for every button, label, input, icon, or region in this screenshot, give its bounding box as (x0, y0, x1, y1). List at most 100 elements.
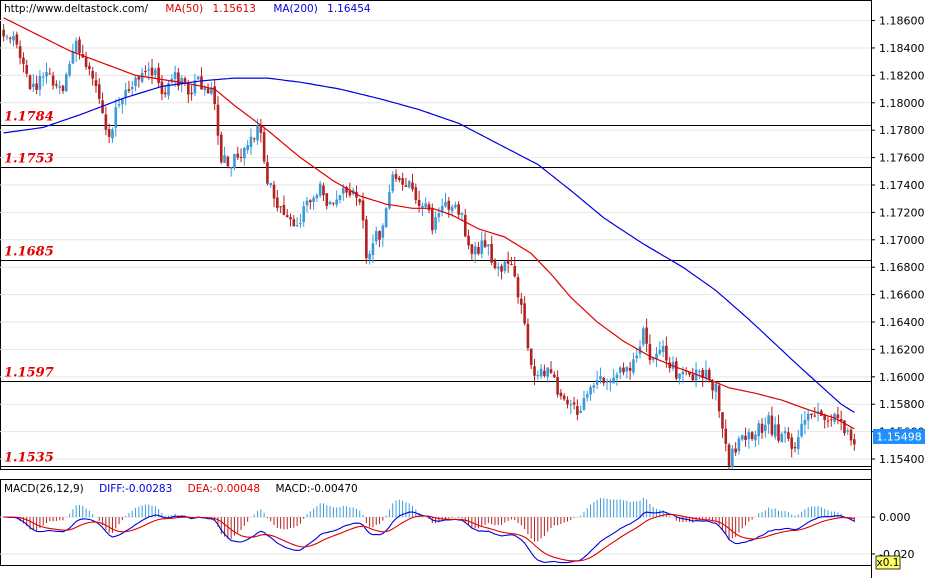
price-tick-label: 1.16200 (879, 343, 925, 356)
candle (658, 341, 662, 356)
price-tick-label: 1.15400 (879, 453, 925, 466)
candle (793, 441, 797, 453)
moving-averages (3, 17, 855, 430)
candle (463, 208, 467, 238)
candle (506, 251, 510, 273)
candle (88, 62, 91, 76)
candle (111, 127, 114, 144)
candle (543, 364, 546, 378)
candle (371, 234, 375, 263)
candle (566, 396, 569, 409)
candle (750, 431, 754, 441)
candle (556, 370, 559, 398)
level-label: 1.1597 (4, 366, 54, 381)
candle (503, 260, 507, 274)
candle (134, 74, 137, 92)
candle (516, 273, 520, 304)
candle (740, 434, 744, 442)
candle (289, 213, 292, 227)
candle (539, 364, 543, 380)
candle (338, 194, 342, 204)
candle (150, 58, 154, 85)
ma200-line (3, 77, 855, 413)
candle (642, 326, 645, 347)
price-tick-label: 1.17600 (879, 152, 925, 165)
candle (391, 171, 395, 194)
price-tick-label: 1.17000 (879, 234, 925, 247)
candle (839, 410, 843, 431)
candle (8, 36, 12, 44)
candle (104, 106, 108, 136)
candle (549, 361, 553, 375)
candle (773, 416, 777, 440)
candle (144, 65, 147, 76)
candle (427, 201, 431, 214)
candle (612, 369, 615, 384)
candle (678, 373, 681, 385)
candle (381, 223, 385, 247)
candle (97, 78, 101, 104)
candle (764, 417, 767, 438)
candle (826, 416, 830, 428)
candle (252, 137, 256, 143)
candle (711, 378, 714, 399)
candle (632, 352, 635, 375)
svg-text:http://www.deltastock.com/: http://www.deltastock.com/ MA(50) 1.1561… (4, 3, 371, 15)
candle (130, 80, 134, 96)
candle (731, 444, 734, 469)
candle (526, 318, 530, 351)
candle (71, 43, 75, 65)
price-tick-label: 1.18600 (879, 15, 925, 28)
candle (523, 296, 526, 326)
candle (28, 74, 32, 91)
candle (510, 256, 513, 266)
candle (440, 198, 444, 217)
candle (803, 410, 807, 435)
ma50-value: 1.15613 (213, 3, 256, 15)
candle (18, 40, 22, 65)
candle (487, 244, 490, 256)
candle (216, 95, 220, 145)
candle (618, 365, 622, 380)
candle (734, 442, 737, 456)
candle (35, 75, 38, 95)
level-label: 1.1753 (4, 152, 54, 167)
candle (421, 202, 424, 217)
candle (335, 190, 338, 208)
level-label: 1.1685 (4, 245, 54, 260)
candle (480, 231, 484, 259)
candle (810, 413, 813, 420)
macd-diff: DIFF:-0.00283 (99, 483, 172, 495)
candle (282, 195, 286, 216)
candle (64, 72, 68, 93)
candle (61, 84, 65, 94)
candle (500, 263, 503, 280)
candle (579, 405, 582, 414)
candle (820, 409, 823, 417)
candle (546, 367, 550, 383)
candle (117, 96, 121, 109)
candle (167, 80, 170, 100)
site-url: http://www.deltastock.com/ (4, 3, 149, 15)
candle (384, 206, 388, 229)
candle (358, 198, 362, 206)
zoom-badge[interactable]: x0.1 (875, 555, 901, 570)
macd-dea: DEA:-0.00048 (188, 483, 260, 495)
candle (496, 262, 500, 277)
candle (163, 85, 167, 98)
candle (783, 426, 787, 443)
candle (846, 427, 850, 435)
candle (236, 146, 240, 160)
candle (559, 389, 563, 400)
candle (374, 226, 378, 245)
candle (414, 183, 418, 205)
candle (266, 154, 269, 186)
candle (605, 378, 609, 391)
price-tick-label: 1.16000 (879, 371, 925, 384)
price-tick-label: 1.18400 (879, 42, 925, 55)
candle (615, 371, 619, 386)
candle (279, 206, 282, 214)
candle (299, 213, 302, 228)
candle (243, 146, 246, 166)
candle (473, 241, 477, 264)
